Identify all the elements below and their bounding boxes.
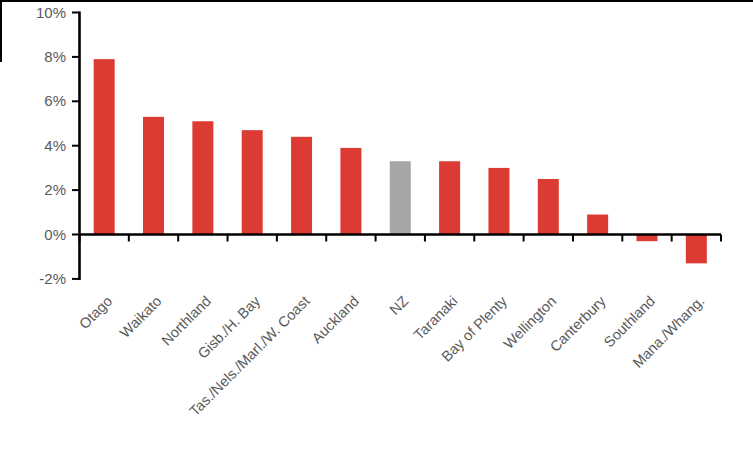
bar-waikato [143, 117, 164, 235]
bar-chart: -2%0%2%4%6%8%10%OtagoWaikatoNorthlandGis… [0, 0, 753, 450]
bar-wellington [538, 179, 559, 235]
y-tick-label: 6% [44, 92, 66, 109]
x-category-label: NZ [386, 293, 411, 318]
bar-mana-whang [686, 235, 707, 264]
frame-top-border [0, 0, 753, 2]
y-tick-label: 0% [44, 226, 66, 243]
bar-tas-nels-marl-w-coast [291, 137, 312, 235]
y-tick-label: 4% [44, 137, 66, 154]
bar-gisb-h-bay [242, 130, 263, 234]
bar-otago [94, 59, 115, 234]
bar-canterbury [587, 215, 608, 235]
bar-taranaki [439, 161, 460, 234]
x-category-label: Waikato [117, 293, 165, 341]
x-category-label: Otago [76, 293, 115, 332]
y-tick-label: 10% [36, 4, 66, 21]
bar-auckland [340, 148, 361, 235]
y-tick-label: 2% [44, 181, 66, 198]
x-category-label: Taranaki [411, 293, 461, 343]
y-tick-label: 8% [44, 48, 66, 65]
bar-nz [390, 161, 411, 234]
y-tick-label: -2% [39, 270, 66, 287]
bar-bay-of-plenty [488, 168, 509, 235]
x-category-label: Auckland [309, 293, 362, 346]
chart-page: -2%0%2%4%6%8%10%OtagoWaikatoNorthlandGis… [0, 0, 753, 450]
frame-left-border [0, 0, 2, 62]
bar-northland [192, 121, 213, 234]
